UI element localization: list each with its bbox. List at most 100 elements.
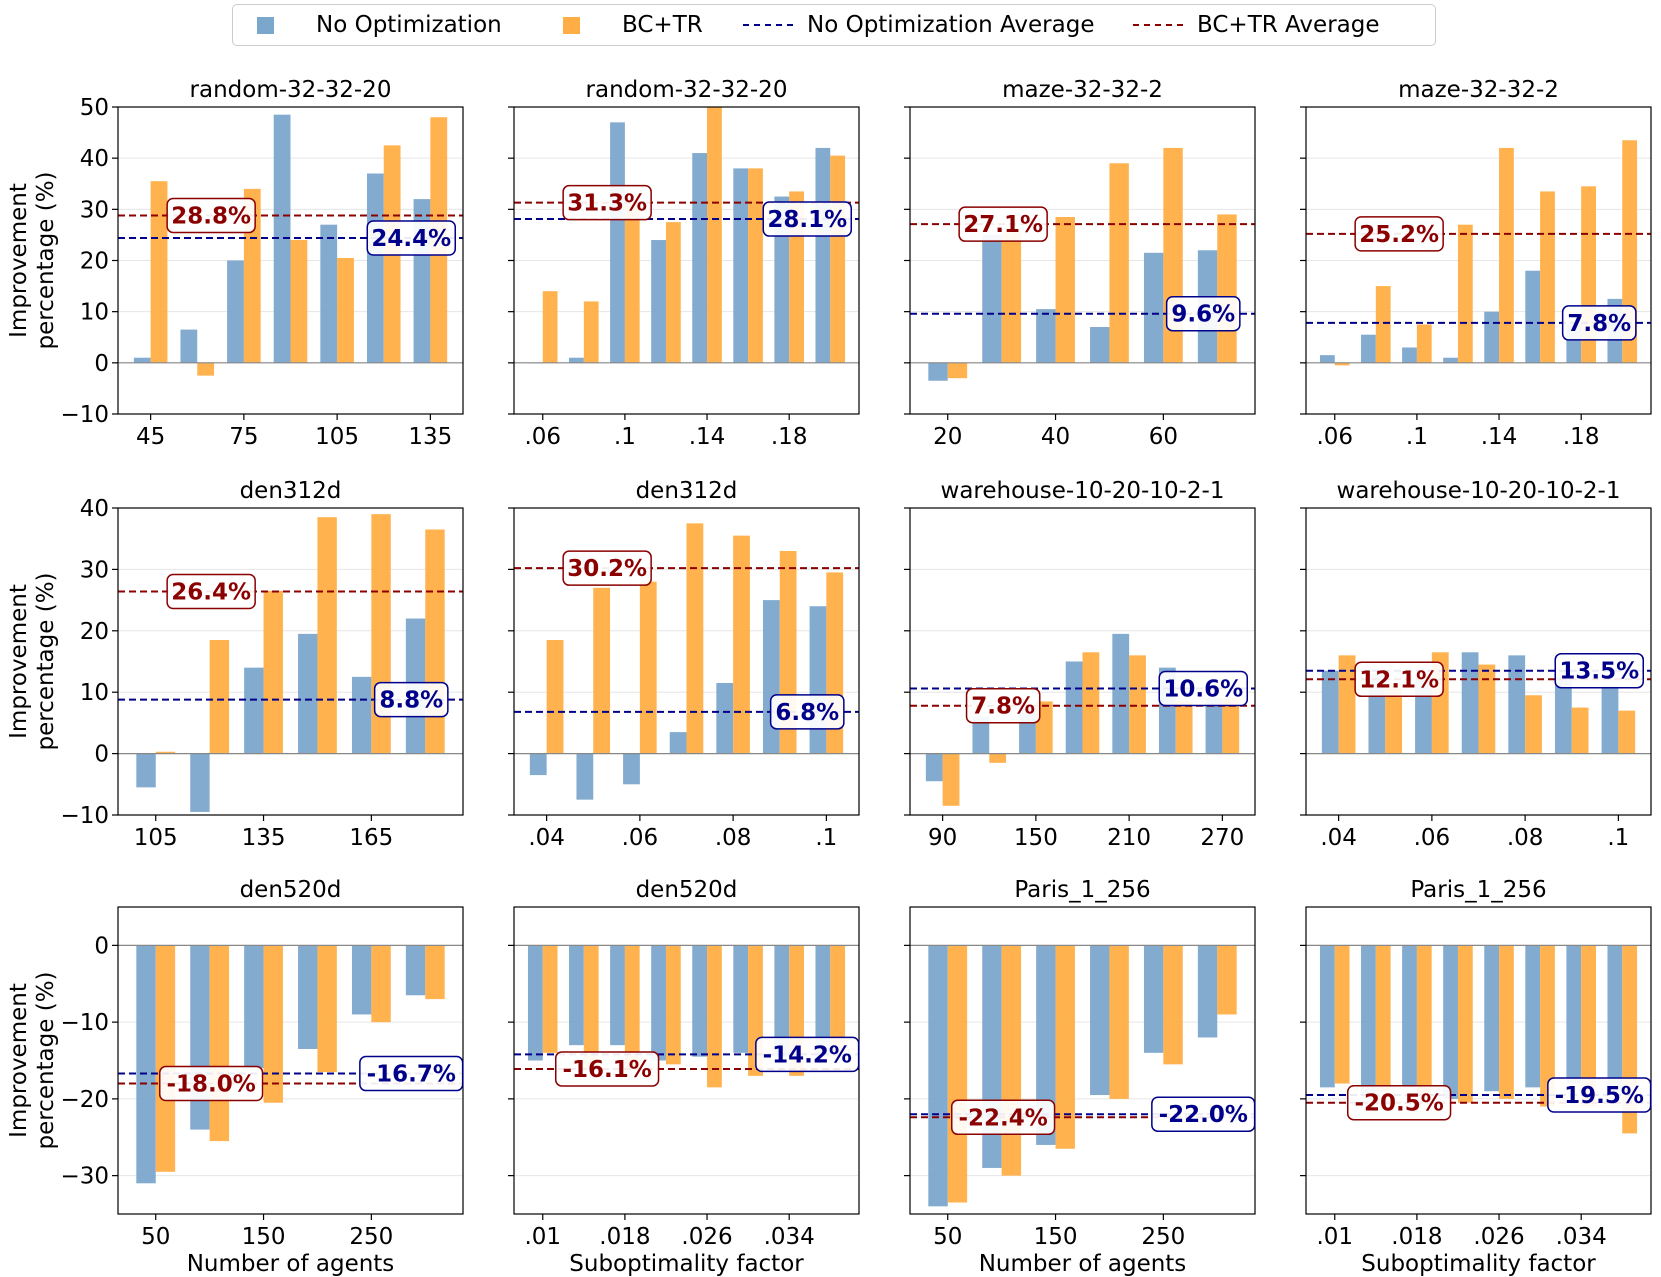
panel-4-x-tick-label: .06 — [1316, 424, 1353, 450]
panel-12-bar-bctr — [1416, 945, 1432, 1096]
panel-5-avg-label-bctr: 26.4% — [171, 580, 251, 606]
panel-5-x-tick-label: 135 — [242, 825, 286, 851]
panel-2-bar-no-optimization — [610, 122, 625, 363]
panel-11-bar-no-optimization — [928, 945, 948, 1207]
panel-12-avg-label-no-optimization-box — [1547, 1077, 1652, 1113]
panel-2-avg-label-no-optimization-box — [762, 201, 852, 237]
panel-7-bar-bctr — [1222, 698, 1240, 754]
legend-label-no-optimization-average: No Optimization Average — [807, 12, 1095, 38]
panel-12-bar-no-optimization — [1361, 945, 1376, 1096]
panel-6-bar-no-optimization — [623, 753, 640, 785]
panel-5-title: den312d — [240, 478, 342, 504]
panel-4-bar-no-optimization — [1402, 347, 1417, 363]
panel-9-bar-no-optimization — [244, 945, 264, 1069]
panel-12-avg-label-bctr-box — [1347, 1084, 1452, 1121]
panel-10-avg-label-bctr: -16.1% — [562, 1057, 651, 1083]
panel-7-avg-label-bctr: 7.8% — [971, 694, 1035, 720]
panel-12-avg-label-no-optimization: -19.5% — [1555, 1083, 1644, 1109]
panel-8-bar-no-optimization — [1321, 670, 1339, 754]
panel-9-x-tick-label: 150 — [242, 1224, 286, 1250]
panel-1-bar-no-optimization — [273, 114, 291, 363]
panel-10-x-tick-label: .026 — [681, 1224, 732, 1250]
panel-1-avg-label-bctr: 28.8% — [171, 203, 251, 229]
panel-1-bar-no-optimization — [180, 329, 198, 363]
panel-5-bar-bctr — [209, 640, 230, 754]
panel-3-bar-bctr — [1055, 217, 1075, 363]
panel-6-title: den312d — [636, 478, 738, 504]
panel-11-axes-frame — [909, 906, 1256, 1215]
panel-1-y-tick-label: 30 — [80, 197, 109, 223]
panel-4-bar-bctr — [1540, 191, 1555, 363]
panel-4-bar-bctr — [1416, 324, 1432, 363]
panel-6-bar-bctr — [733, 535, 750, 754]
panel-7-bar-bctr — [1082, 652, 1100, 754]
panel-5-x-tick-label: 105 — [134, 825, 178, 851]
panel-9-bar-no-optimization — [190, 945, 210, 1130]
panel-7-title: warehouse-10-20-10-2-1 — [941, 478, 1225, 504]
legend-item-no-optimization-average: No Optimization Average — [743, 5, 1094, 45]
panel-10-bar-no-optimization — [610, 945, 625, 1046]
panel-7-x-tick-label: 210 — [1107, 825, 1151, 851]
panel-1-avg-label-bctr-box — [166, 197, 256, 234]
panel-1-x-tick-label: 105 — [315, 424, 359, 450]
panel-1-y-tick-label: −10 — [60, 402, 109, 428]
panel-8-x-tick-label: .1 — [1607, 825, 1629, 851]
panel-10-avg-label-no-optimization: -14.2% — [763, 1042, 852, 1068]
panel-10-x-tick-label: .034 — [764, 1224, 815, 1250]
panel-8-bar-bctr — [1385, 686, 1403, 754]
panel-9-bar-bctr — [371, 945, 391, 1023]
panel-5-y-tick-label: 20 — [80, 619, 109, 645]
panel-3-bar-no-optimization — [928, 362, 948, 381]
panel-12-bar-bctr — [1499, 945, 1514, 1099]
panel-6-bar-no-optimization — [576, 753, 594, 800]
panel-5-avg-label-bctr-box — [166, 573, 256, 610]
panel-1-y-axis-label: Improvement — [6, 183, 32, 338]
panel-12-bar-bctr — [1334, 945, 1350, 1084]
panel-9-bar-bctr — [317, 945, 337, 1073]
panel-11-x-tick-label: 250 — [1141, 1224, 1185, 1250]
panel-8-avg-label-no-optimization-box — [1554, 652, 1644, 689]
panel-3-bar-no-optimization — [1143, 252, 1164, 363]
panel-9-x-axis-label: Number of agents — [187, 1251, 395, 1277]
panel-5-bar-bctr — [263, 590, 283, 754]
panel-12-bar-no-optimization — [1525, 945, 1541, 1088]
legend-line-bctr-average — [1133, 24, 1183, 26]
panel-4-bar-bctr — [1499, 147, 1514, 363]
panel-2-avg-label-bctr-box — [562, 184, 652, 221]
panel-10-bar-bctr — [583, 945, 599, 1069]
legend-swatch-bctr — [563, 16, 580, 34]
panel-5-avg-label-no-optimization-box — [373, 681, 449, 718]
panel-3-bar-bctr — [1109, 163, 1129, 363]
panel-2-avg-label-no-optimization: 28.1% — [767, 207, 847, 233]
panel-4-avg-label-no-optimization: 7.8% — [1567, 311, 1631, 337]
panel-1-x-tick-label: 75 — [229, 424, 258, 450]
legend-item-bctr: BC+TR — [563, 5, 703, 45]
panel-12-avg-label-bctr: -20.5% — [1354, 1091, 1443, 1117]
panel-12-x-tick-label: .018 — [1391, 1224, 1442, 1250]
panel-4-bar-bctr — [1334, 362, 1350, 366]
panel-6-bar-bctr — [593, 587, 611, 754]
panel-2-x-tick-label: .1 — [614, 424, 636, 450]
panel-9-bar-bctr — [425, 945, 445, 1000]
panel-4-x-tick-label: .18 — [1563, 424, 1600, 450]
panel-7-bar-no-optimization — [1205, 698, 1223, 754]
panel-3-bar-bctr — [1217, 214, 1237, 363]
panel-2-bar-no-optimization — [815, 147, 831, 363]
panel-10-bar-no-optimization — [651, 945, 666, 1061]
panel-12-bar-bctr — [1581, 945, 1596, 1107]
panel-2-bar-bctr — [542, 291, 558, 363]
panel-9-title: den520d — [240, 877, 342, 903]
panel-11-bar-bctr — [1055, 945, 1075, 1149]
panel-5-avg-label-no-optimization: 8.8% — [379, 688, 443, 714]
panel-8-bar-bctr — [1571, 707, 1589, 754]
panel-7-bar-no-optimization — [1112, 633, 1130, 754]
panel-4-bar-no-optimization — [1484, 311, 1500, 363]
panel-6-bar-no-optimization — [762, 600, 780, 754]
panel-1-bar-bctr — [290, 240, 308, 363]
panel-2-bar-no-optimization — [692, 153, 708, 363]
panel-7-bar-bctr — [1175, 701, 1193, 754]
panel-6-bar-bctr — [686, 523, 704, 754]
panel-10-bar-no-optimization — [569, 945, 584, 1046]
panel-12-x-axis-label: Suboptimality factor — [1361, 1251, 1596, 1277]
legend-label-bctr-average: BC+TR Average — [1197, 12, 1380, 38]
